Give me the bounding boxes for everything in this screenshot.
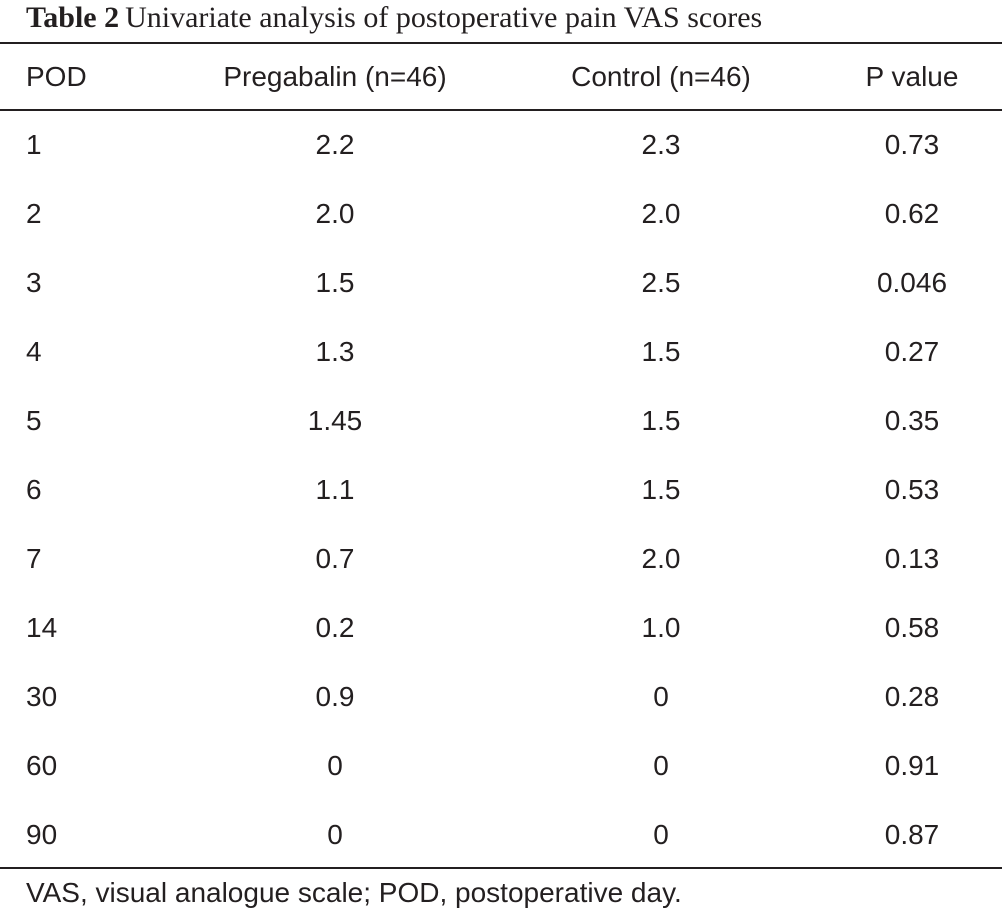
cell-pod: 5 [26,405,42,436]
cell-control: 1.5 [641,336,681,367]
table-row: 90 0 0 0.87 [0,800,1002,869]
header-pregabalin: Pregabalin (n=46) [223,61,447,92]
cell-control: 0 [653,681,669,712]
cell-control: 1.0 [641,612,681,643]
cell-pregabalin: 1.1 [315,474,355,505]
table-row: 30 0.9 0 0.28 [0,662,1002,731]
table-caption: Table 2 Univariate analysis of postoperat… [26,0,762,40]
bottom-rule [0,867,1002,869]
cell-pregabalin: 2.2 [315,129,355,160]
cell-control: 2.5 [641,267,681,298]
header-rule [0,109,1002,111]
table-row: 14 0.2 1.0 0.58 [0,593,1002,662]
cell-control: 1.5 [641,474,681,505]
cell-pod: 2 [26,198,42,229]
header-p-value: P value [865,61,959,92]
cell-control: 0 [653,750,669,781]
cell-p-value: 0.62 [884,198,940,229]
cell-control: 2.0 [641,543,681,574]
cell-pregabalin: 0 [327,750,343,781]
cell-pregabalin: 1.3 [315,336,355,367]
header-control: Control (n=46) [571,61,751,92]
cell-pregabalin: 0.9 [315,681,355,712]
header-pod: POD [26,61,87,92]
cell-p-value: 0.27 [884,336,940,367]
table-row: 2 2.0 2.0 0.62 [0,179,1002,248]
cell-pod: 4 [26,336,42,367]
cell-pod: 60 [26,750,58,781]
table-label: Table 2 [26,1,120,34]
cell-p-value: 0.28 [884,681,940,712]
cell-control: 2.0 [641,198,681,229]
cell-pregabalin: 1.5 [315,267,355,298]
cell-pod: 30 [26,681,58,712]
table-row: 5 1.45 1.5 0.35 [0,386,1002,455]
cell-control: 1.5 [641,405,681,436]
cell-control: 0 [653,819,669,850]
cell-pod: 3 [26,267,42,298]
cell-p-value: 0.046 [876,267,948,298]
cell-pregabalin: 0.7 [315,543,355,574]
cell-p-value: 0.53 [884,474,940,505]
table-body: 1 2.2 2.3 0.73 2 2.0 2.0 0.62 3 1.5 2.5 0.046 4 1.3 1.… [0,110,1002,869]
cell-p-value: 0.13 [884,543,940,574]
table-row: 3 1.5 2.5 0.046 [0,248,1002,317]
cell-pod: 1 [26,129,42,160]
cell-pod: 6 [26,474,42,505]
cell-pregabalin: 0.2 [315,612,355,643]
cell-control: 2.3 [641,129,681,160]
cell-p-value: 0.35 [884,405,940,436]
cell-p-value: 0.73 [884,129,940,160]
cell-pregabalin: 0 [327,819,343,850]
table-row: 1 2.2 2.3 0.73 [0,110,1002,179]
table-row: 60 0 0 0.91 [0,731,1002,800]
table-row: 4 1.3 1.5 0.27 [0,317,1002,386]
table-header: POD Pregabalin (n=46) Control (n=46) P v… [0,44,1002,110]
top-rule [0,42,1002,44]
cell-pod: 14 [26,612,58,643]
cell-pregabalin: 1.45 [307,405,363,436]
cell-pod: 90 [26,819,58,850]
header-row: POD Pregabalin (n=46) Control (n=46) P v… [0,44,1002,110]
table-footnote: VAS, visual analogue scale; POD, postope… [26,877,682,908]
cell-pregabalin: 2.0 [315,198,355,229]
cell-p-value: 0.91 [884,750,940,781]
table-title: Univariate analysis of postoperative pai… [125,1,763,34]
table-row: 6 1.1 1.5 0.53 [0,455,1002,524]
vas-scores-table: POD Pregabalin (n=46) Control (n=46) P v… [0,44,1002,869]
cell-p-value: 0.58 [884,612,940,643]
cell-p-value: 0.87 [884,819,940,850]
table-row: 7 0.7 2.0 0.13 [0,524,1002,593]
cell-pod: 7 [26,543,42,574]
